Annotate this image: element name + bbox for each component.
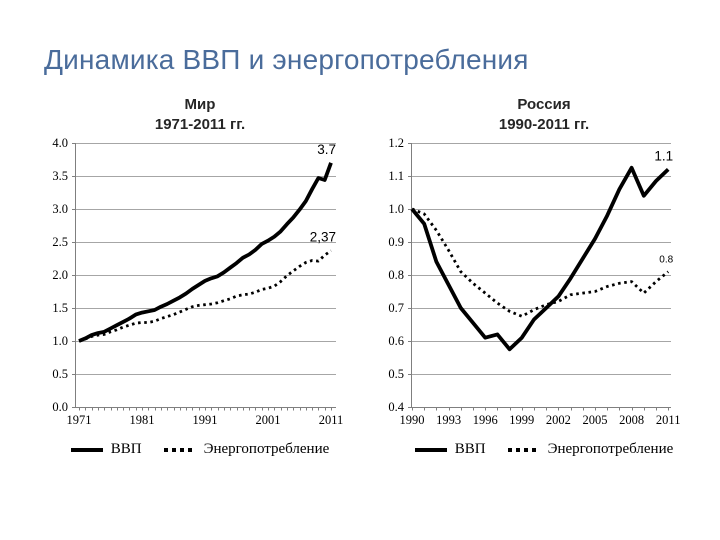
y-tick-label: 2.0 xyxy=(52,268,68,282)
x-tick-label: 2002 xyxy=(546,413,571,427)
energy-line xyxy=(78,249,332,343)
solid-line-legend-icon xyxy=(414,447,447,452)
y-tick-label: 0.6 xyxy=(388,334,404,348)
x-tick-label: 2008 xyxy=(619,413,644,427)
russia-chart-title-line2: 1990-2011 гг. xyxy=(498,116,590,133)
world-chart: Мир 1971-2011 гг. 4.0 3.5 3.0 2.5 2.0 1.5 1.0 0… xyxy=(40,95,360,458)
y-tick-label: 1.0 xyxy=(52,334,68,348)
x-tick-label: 1993 xyxy=(436,413,461,427)
y-tick-label: 1.1 xyxy=(388,169,404,183)
solid-line-legend-icon xyxy=(70,447,103,452)
y-tick-label: 0.8 xyxy=(388,268,404,282)
x-tick-label: 1999 xyxy=(509,413,534,427)
x-tick-label: 2011 xyxy=(656,413,681,427)
y-tick-label: 4.0 xyxy=(52,136,68,150)
world-chart-title-line2: 1971-2011 гг. xyxy=(154,116,246,133)
y-tick-label: 0.9 xyxy=(388,235,404,249)
x-tick-label: 1990 xyxy=(400,413,425,427)
legend-label-gdp: ВВП xyxy=(110,441,142,457)
legend-label-energy: Энергопотребление xyxy=(203,441,330,457)
legend-label-gdp: ВВП xyxy=(454,441,486,457)
y-tick-label: 0.5 xyxy=(52,367,68,381)
y-tick-label: 0.7 xyxy=(388,301,404,315)
y-tick-label: 1.0 xyxy=(388,202,404,216)
dotted-line-legend-icon xyxy=(163,447,196,452)
data-label: 0.8 xyxy=(659,255,673,266)
page-title: Динамика ВВП и энергопотребления xyxy=(44,44,529,75)
y-tick-label: 1.2 xyxy=(388,136,404,150)
world-chart-legend: ВВП Энергопотребление xyxy=(40,441,360,458)
russia-chart-title: Россия 1990-2011 гг. xyxy=(384,95,704,135)
y-tick-label: 0.4 xyxy=(388,400,404,414)
data-label: 3.7 xyxy=(317,142,336,157)
gdp-line xyxy=(410,165,670,352)
y-tick-label: 0.5 xyxy=(388,367,404,381)
y-tick-label: 3.5 xyxy=(52,169,68,183)
x-tick-label: 1981 xyxy=(130,413,155,427)
legend-label-energy: Энергопотребление xyxy=(547,441,674,457)
x-tick-label: 1971 xyxy=(67,413,92,427)
y-tick-label: 1.5 xyxy=(52,301,68,315)
y-tick-label: 0.0 xyxy=(52,400,68,414)
dotted-line-legend-icon xyxy=(507,447,540,452)
y-tick-label: 3.0 xyxy=(52,202,68,216)
x-tick-label: 2001 xyxy=(256,413,281,427)
world-chart-title-line1: Мир xyxy=(184,96,216,113)
world-chart-title: Мир 1971-2011 гг. xyxy=(40,95,360,135)
x-tick-label: 2005 xyxy=(583,413,608,427)
russia-chart-title-line1: Россия xyxy=(517,96,571,113)
russia-chart-legend: ВВП Энергопотребление xyxy=(384,441,704,458)
x-tick-label: 2011 xyxy=(319,413,344,427)
x-tick-label: 1991 xyxy=(193,413,218,427)
x-tick-label: 1996 xyxy=(473,413,498,427)
energy-line xyxy=(411,207,670,318)
data-label: 1.1 xyxy=(654,148,673,163)
gdp-line xyxy=(78,162,333,343)
russia-chart: Россия 1990-2011 гг. 1.2 1.1 1.0 0.9 0.8 0.7 0… xyxy=(384,95,704,458)
y-tick-label: 2.5 xyxy=(52,235,68,249)
data-label: 2,37 xyxy=(310,230,336,245)
